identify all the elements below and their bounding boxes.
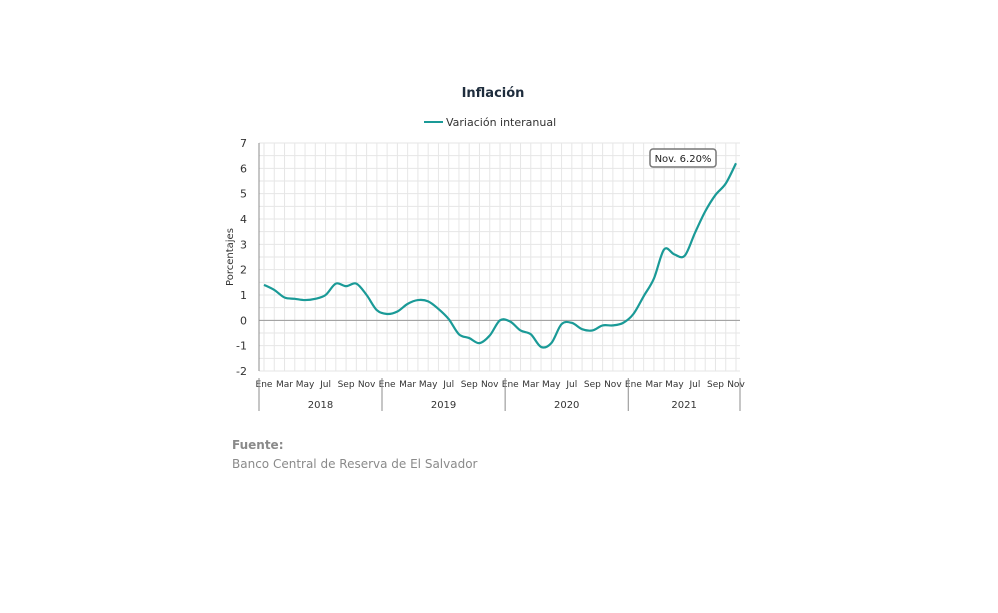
- x-tick-label: Ene: [502, 380, 519, 390]
- year-label: 2020: [554, 400, 579, 411]
- y-tick-label: 7: [240, 137, 247, 150]
- y-tick-label: -1: [236, 340, 247, 353]
- legend-swatch: [424, 121, 443, 123]
- chart-title: Inflación: [461, 86, 525, 101]
- grid-layer: [259, 142, 740, 372]
- x-tick-label: Mar: [522, 380, 539, 390]
- y-tick-label: 3: [240, 238, 247, 251]
- x-tick-label: Nov: [604, 380, 622, 390]
- annotation-box: [649, 148, 717, 168]
- y-tick-label: 0: [240, 314, 247, 327]
- source-heading: Fuente:: [232, 438, 284, 452]
- x-tick-label: Jul: [565, 380, 577, 390]
- x-tick-label: Ene: [379, 380, 396, 390]
- x-tick-label: May: [419, 380, 438, 390]
- y-tick-label: 2: [240, 264, 247, 277]
- x-tick-label: May: [542, 380, 561, 390]
- y-tick-label: 6: [240, 162, 247, 175]
- x-tick-label: Jul: [319, 380, 331, 390]
- x-tick-label: Mar: [276, 380, 293, 390]
- year-label: 2019: [431, 400, 456, 411]
- annotation-layer: Nov. 6.20%: [649, 148, 717, 168]
- y-axis-title: Porcentajes: [225, 228, 236, 286]
- x-tick-label: Nov: [481, 380, 499, 390]
- source-text: Banco Central de Reserva de El Salvador: [232, 457, 478, 471]
- y-tick-label: 4: [240, 213, 247, 226]
- line-layer: [263, 162, 737, 349]
- x-tick-label: Ene: [256, 380, 273, 390]
- year-label: 2021: [671, 400, 696, 411]
- x-tick-label: May: [296, 380, 315, 390]
- y-tick-label: 5: [240, 188, 247, 201]
- x-tick-label: Mar: [399, 380, 416, 390]
- x-tick-label: Sep: [707, 380, 724, 390]
- y-tick-label: 1: [240, 289, 247, 302]
- x-tick-label: Nov: [727, 380, 745, 390]
- annotation-label: Nov. 6.20%: [655, 154, 712, 165]
- x-tick-label: Jul: [689, 380, 701, 390]
- x-tick-label: Ene: [625, 380, 642, 390]
- chart-legend: Variación interanual: [424, 114, 556, 130]
- year-label: 2018: [308, 400, 333, 411]
- x-tick-label: Sep: [461, 380, 478, 390]
- x-tick-label: Sep: [338, 380, 355, 390]
- x-tick-label: May: [665, 380, 684, 390]
- x-tick-label: Mar: [645, 380, 662, 390]
- x-tick-label: Nov: [358, 380, 376, 390]
- legend-label: Variación interanual: [446, 115, 557, 129]
- x-tick-label: Sep: [584, 380, 601, 390]
- y-tick-label: -2: [236, 365, 247, 378]
- x-tick-label: Jul: [442, 380, 454, 390]
- series-line-variacion-interanual: [263, 162, 737, 349]
